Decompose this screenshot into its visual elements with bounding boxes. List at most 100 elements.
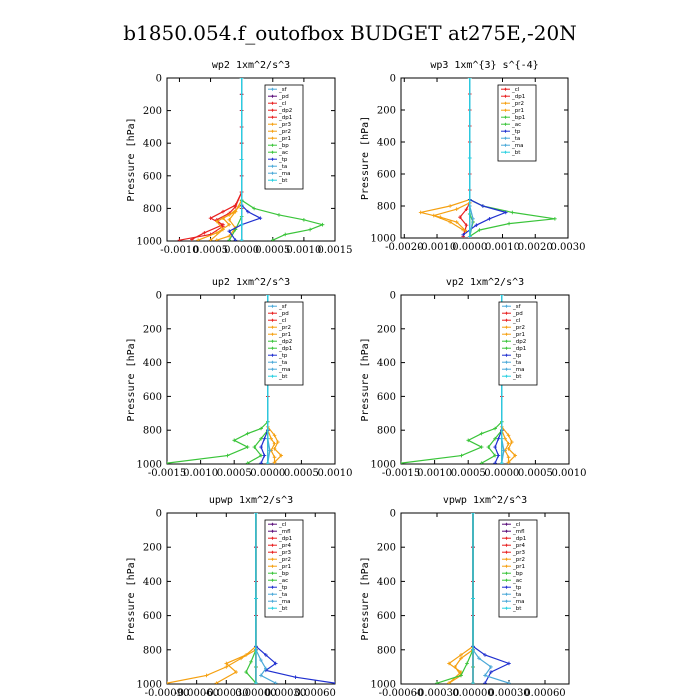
series-marker: [477, 228, 482, 232]
legend-label: _pr2: [512, 557, 525, 563]
series-marker: [227, 234, 232, 238]
series-line: [431, 78, 471, 231]
series-marker: [467, 156, 472, 160]
series-marker: [264, 666, 268, 671]
legend-label: _pr3: [278, 550, 292, 556]
series-marker: [259, 658, 263, 662]
series-marker: [245, 431, 250, 436]
legend-label: _ma: [278, 599, 290, 605]
series-marker: [272, 460, 277, 464]
legend-label: _mfl: [512, 529, 525, 535]
series-marker: [252, 445, 257, 449]
legend-marker: [271, 339, 274, 343]
x-tick-label: -0.00090: [145, 688, 190, 699]
series-marker: [233, 204, 238, 209]
series-marker: [513, 453, 518, 458]
x-tick-label: -0.00030: [415, 688, 460, 699]
x-tick-label: -0.0015: [148, 468, 186, 479]
legend-label: _tp: [511, 129, 521, 135]
series-marker: [506, 455, 511, 460]
plot-frame: [166, 294, 336, 465]
legend-marker: [271, 346, 274, 350]
legend-label: _bp: [512, 571, 523, 577]
legend-label: _dp1: [278, 536, 292, 542]
x-tick-label: -0.00030: [204, 688, 249, 699]
legend-marker: [271, 143, 274, 147]
legend-label: _ma: [511, 143, 523, 149]
legend-marker: [504, 108, 507, 112]
legend-marker: [505, 346, 508, 350]
legend-label: _ta: [512, 592, 521, 598]
y-tick-label: 200: [143, 543, 162, 554]
series-marker: [464, 207, 469, 211]
y-tick-label: 400: [143, 577, 162, 588]
panel-0: wp2 1xm^2/s^3 0 200 400 600 800 1000 Pressure […: [126, 60, 353, 256]
series-marker: [214, 231, 219, 235]
legend-marker: [271, 578, 274, 582]
series-marker: [279, 453, 284, 458]
y-tick-label: 0: [156, 74, 162, 85]
series-marker: [465, 661, 469, 666]
series-marker: [224, 661, 229, 666]
figure-title: b1850.054.f_outofbox BUDGET at275E,-20N: [123, 21, 577, 45]
series-marker: [487, 217, 492, 221]
y-tick-label: 800: [377, 202, 396, 213]
x-tick-label: 0.0005: [193, 245, 228, 256]
series-marker: [259, 436, 263, 441]
plot-frame: [400, 512, 570, 685]
x-tick-label: 0.00060: [295, 688, 336, 699]
legend-marker: [505, 606, 508, 610]
series-marker: [272, 441, 277, 446]
legend-box: [264, 84, 304, 190]
legend-label: _dp1: [511, 94, 525, 100]
legend-marker: [505, 536, 508, 540]
legend-label: _sf: [512, 304, 522, 310]
y-tick-label: 0: [390, 74, 396, 85]
series-marker: [320, 222, 325, 227]
x-tick-label: 0.0030: [551, 242, 586, 253]
legend-label: _dp2: [512, 339, 526, 345]
legend-marker: [271, 374, 274, 378]
legend-marker: [504, 143, 507, 147]
series-marker: [507, 221, 511, 226]
y-tick-label: 600: [143, 392, 162, 403]
legend-marker: [271, 304, 274, 308]
x-tick-label: 0.0005: [451, 468, 486, 479]
series-marker: [214, 238, 219, 241]
series-marker: [167, 461, 169, 464]
series-marker: [259, 673, 263, 678]
y-tick-label: 0: [156, 509, 162, 520]
series-group: [177, 78, 325, 241]
series-marker: [233, 238, 238, 241]
series-line: [420, 78, 471, 233]
legend-marker: [505, 585, 508, 589]
legend-label: _pr1: [511, 108, 524, 114]
series-marker: [225, 453, 230, 458]
y-tick-label: 0: [390, 509, 396, 520]
x-tick-label: -0.00060: [379, 688, 424, 699]
series-marker: [239, 78, 244, 80]
series-marker: [221, 209, 225, 214]
legend-label: _dp1: [512, 536, 526, 542]
series-marker: [293, 675, 298, 679]
series-marker: [273, 661, 278, 666]
x-tick-label: -0.0010: [418, 242, 456, 253]
y-tick-label: 400: [377, 358, 396, 369]
legend-label: _tp: [512, 353, 522, 359]
series-marker: [234, 670, 238, 674]
series-marker: [244, 670, 248, 674]
y-axis-label: Pressure [hPa]: [360, 556, 371, 640]
panel-5: vpwp 1xm^2/s^3 0 200 400 600 800 1000 Pressure …: [360, 495, 570, 699]
series-line: [167, 295, 269, 464]
series-marker: [503, 210, 508, 215]
series-group: [435, 513, 511, 684]
y-tick-label: 200: [143, 324, 162, 335]
legend-label: _bt: [278, 178, 288, 184]
series-marker: [477, 656, 481, 661]
series-marker: [264, 653, 268, 657]
series-marker: [500, 461, 504, 464]
series-marker: [418, 210, 423, 215]
legend-marker: [271, 529, 274, 533]
legend-marker: [271, 360, 274, 364]
legend-marker: [271, 129, 274, 133]
